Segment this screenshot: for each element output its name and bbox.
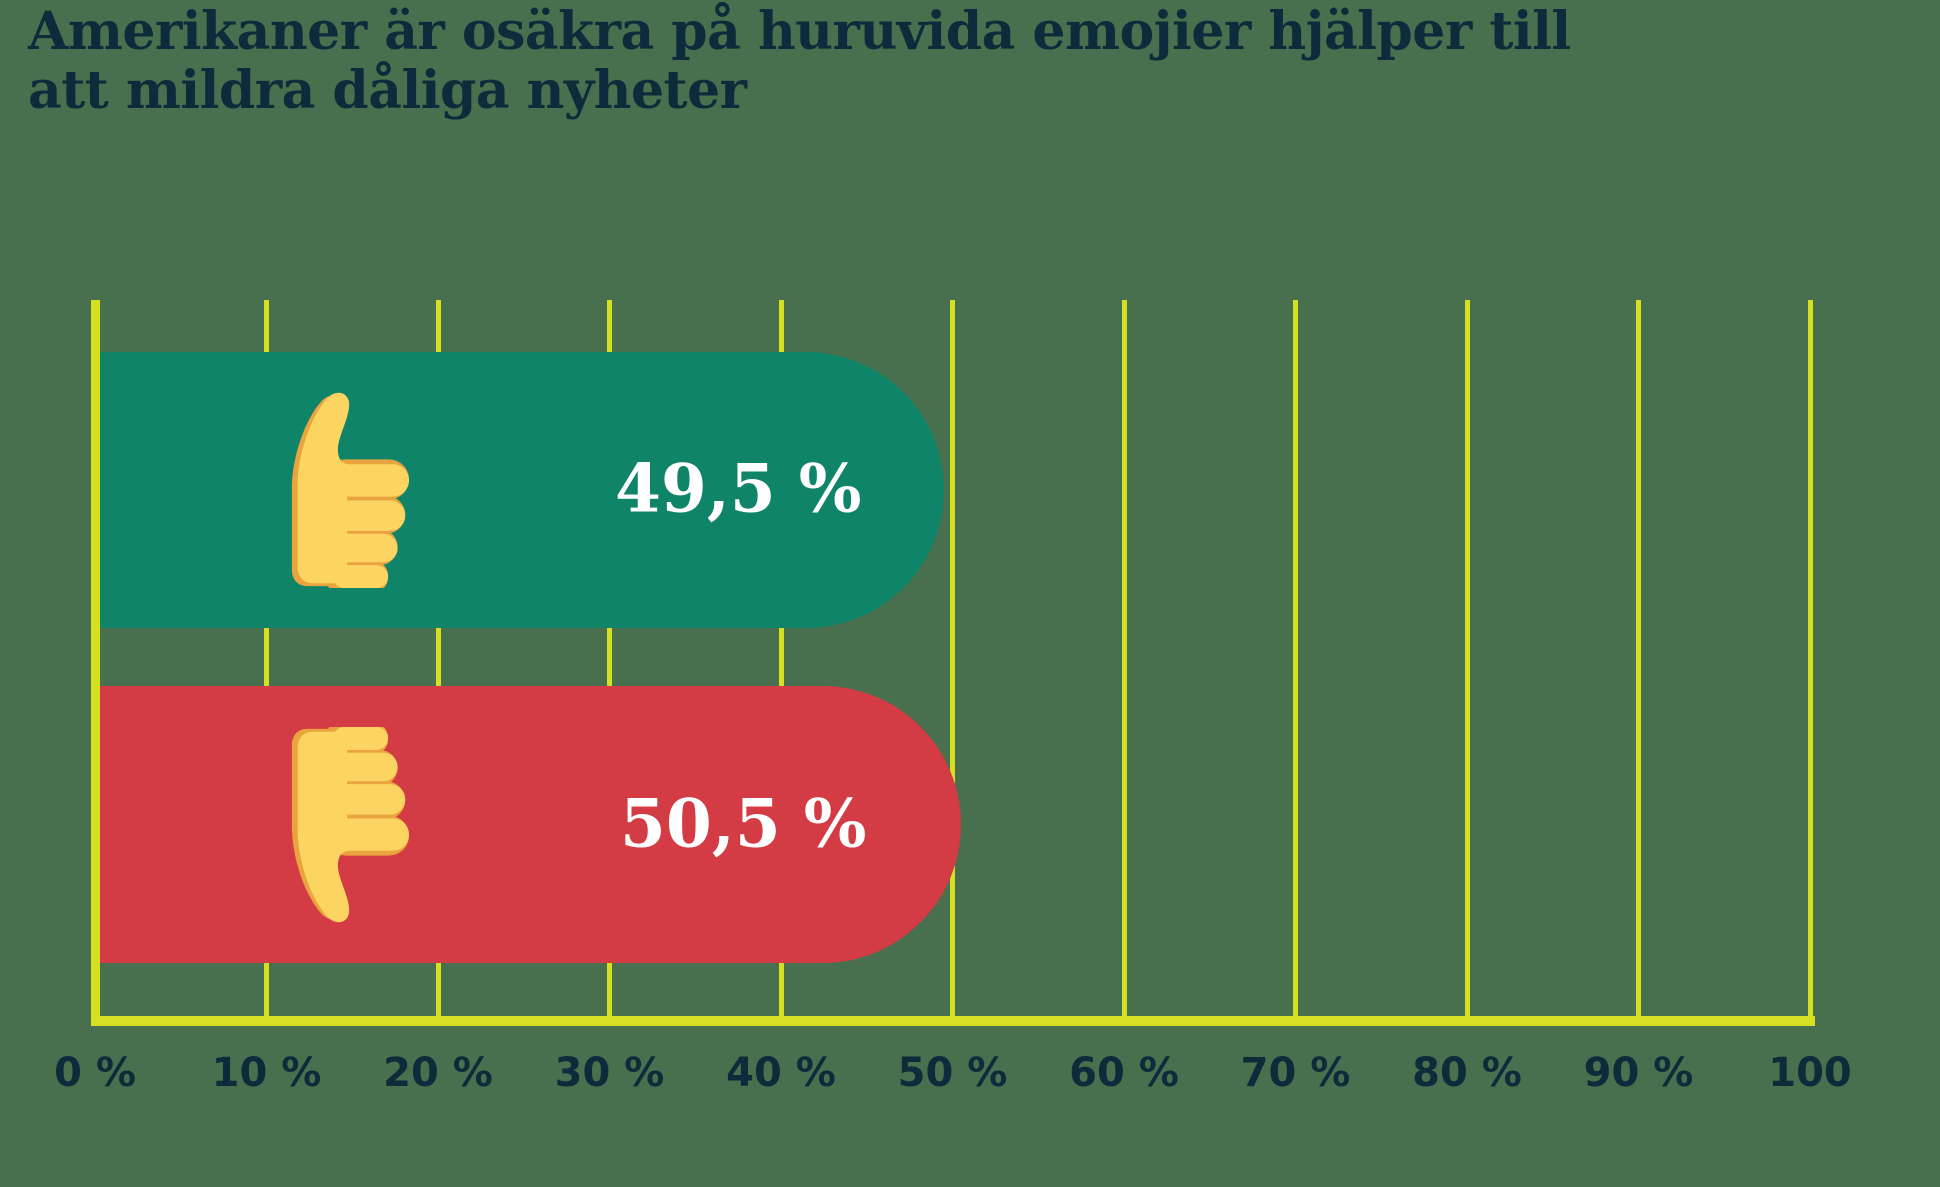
gridline (1464, 300, 1470, 1026)
x-tick-label: 10 % (211, 1050, 322, 1096)
gridline (1807, 300, 1813, 1026)
bar-thumbs-down: 50,5 % (100, 686, 962, 963)
gridline (1636, 300, 1641, 1026)
x-tick-label: 90 % (1583, 1050, 1694, 1096)
gridline (778, 300, 784, 1026)
x-tick-label: 40 % (726, 1050, 836, 1096)
gridline (1121, 300, 1127, 1026)
thumbs-down-icon (287, 721, 413, 927)
gridline (950, 300, 955, 1026)
x-tick-label: 0 % (54, 1050, 136, 1096)
gridline (607, 300, 612, 1026)
x-tick-label: 100 (1768, 1050, 1852, 1096)
chart-title: Amerikaner är osäkra på huruvida emojier… (28, 1, 1571, 122)
thumbs-up-icon (287, 388, 413, 593)
x-tick-label: 50 % (897, 1050, 1008, 1096)
x-tick-label: 60 % (1069, 1050, 1179, 1096)
x-tick-label: 30 % (554, 1050, 665, 1096)
x-tick-label: 20 % (383, 1050, 493, 1096)
gridline (264, 300, 269, 1026)
bar-value-label: 50,5 % (620, 783, 867, 862)
x-tick-label: 80 % (1412, 1050, 1522, 1096)
gridline (1293, 300, 1298, 1026)
y-axis-line (91, 300, 100, 1026)
gridline (435, 300, 441, 1026)
bar-value-label: 49,5 % (615, 449, 862, 528)
x-tick-label: 70 % (1240, 1050, 1351, 1096)
bar-thumbs-up: 49,5 % (100, 352, 944, 628)
x-axis-line (91, 1016, 1815, 1026)
